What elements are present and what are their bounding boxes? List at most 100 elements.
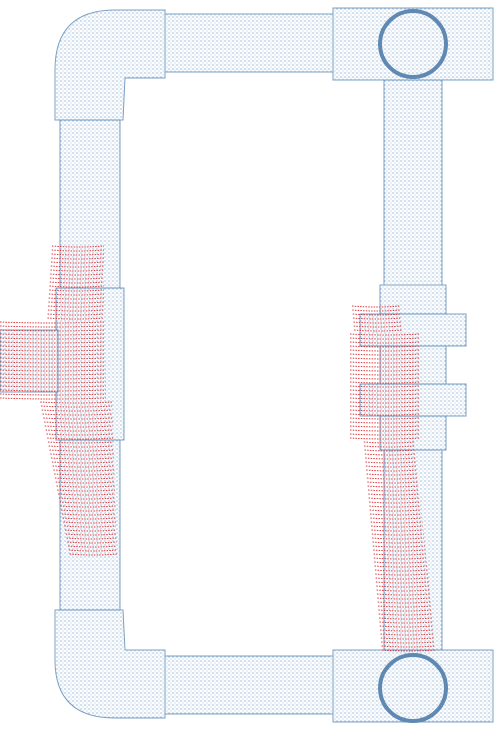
red-scan-right <box>349 305 436 652</box>
stub-pipe-left <box>0 329 59 393</box>
scan-line-left <box>0 325 106 328</box>
scan-line-left <box>59 501 116 504</box>
scan-line-left <box>51 461 115 464</box>
scan-line-left <box>53 469 115 472</box>
scan-line-right <box>368 501 421 504</box>
scan-line-left <box>65 533 117 536</box>
scan-line-left <box>48 297 105 300</box>
union-right-body <box>379 284 447 451</box>
scan-line-left <box>47 437 114 440</box>
scan-line-left <box>50 273 105 276</box>
scan-line-left <box>55 481 115 484</box>
scan-line-left <box>0 321 106 324</box>
scan-line-right <box>349 381 421 384</box>
scan-line-left <box>0 337 106 340</box>
scan-line-left <box>52 465 115 468</box>
scan-line-right <box>352 309 401 312</box>
scan-line-left <box>40 401 113 404</box>
scan-line-right <box>367 485 419 488</box>
scan-line-right <box>353 325 403 328</box>
scan-line-right <box>349 341 421 344</box>
scan-line-left <box>0 393 106 396</box>
scan-line-left <box>46 433 114 436</box>
scan-line-right <box>349 425 421 428</box>
red-scan-left <box>0 245 117 556</box>
scan-line-right <box>349 377 421 380</box>
scan-line-right <box>349 409 421 412</box>
scan-line-left <box>43 417 113 420</box>
scan-line-left <box>0 361 106 364</box>
scan-line-right <box>366 477 418 480</box>
scan-line-left <box>48 301 105 304</box>
scan-line-right <box>379 625 434 628</box>
scan-line-right <box>349 337 421 340</box>
pipe-left-lower <box>59 439 121 611</box>
scan-line-left <box>0 377 106 380</box>
scan-line-left <box>0 389 106 392</box>
scan-line-left <box>0 349 106 352</box>
scan-line-right <box>349 333 421 336</box>
scan-line-right <box>366 473 418 476</box>
scan-line-right <box>377 597 431 600</box>
scan-line-left <box>0 397 107 400</box>
scan-line-right <box>349 361 421 364</box>
scan-line-right <box>381 645 436 648</box>
scan-line-left <box>47 441 114 444</box>
scan-line-right <box>381 641 436 644</box>
scan-line-left <box>40 405 113 408</box>
scan-line-right <box>367 489 420 492</box>
scan-line-left <box>0 381 106 384</box>
scan-line-right <box>364 453 416 456</box>
tee-opening-bottom <box>378 653 448 723</box>
scan-line-right <box>380 637 435 640</box>
scan-line-right <box>365 461 417 464</box>
scan-line-left <box>48 293 105 296</box>
tee-top-right <box>332 7 494 81</box>
scan-line-left <box>68 549 117 552</box>
scan-line-right <box>349 433 421 436</box>
scan-line-right <box>349 389 421 392</box>
pipe-bottom <box>164 655 336 715</box>
scan-line-right <box>369 513 422 516</box>
scan-line-left <box>44 425 113 428</box>
scan-line-right <box>379 621 433 624</box>
scan-line-left <box>50 261 105 264</box>
scan-line-right <box>349 353 421 356</box>
scan-line-right <box>349 345 421 348</box>
scan-line-right <box>349 405 421 408</box>
scan-line-left <box>44 421 113 424</box>
scan-line-left <box>0 357 106 360</box>
scan-line-right <box>364 445 415 448</box>
scan-line-right <box>380 629 434 632</box>
scan-line-right <box>378 609 432 612</box>
scan-line-left <box>0 353 106 356</box>
scan-line-right <box>349 397 421 400</box>
scan-line-right <box>349 417 421 420</box>
scan-line-right <box>349 421 421 424</box>
scan-line-left <box>45 429 113 432</box>
scan-line-right <box>352 313 401 316</box>
scan-line-left <box>48 305 105 308</box>
scan-line-left <box>0 333 106 336</box>
scan-line-left <box>66 537 117 540</box>
scan-line-right <box>349 429 421 432</box>
scan-line-right <box>363 441 415 444</box>
scan-line-left <box>49 277 105 280</box>
scan-line-left <box>57 493 116 496</box>
scan-line-right <box>377 601 431 604</box>
scan-line-left <box>47 317 105 320</box>
scan-line-left <box>48 445 114 448</box>
scan-line-right <box>366 469 418 472</box>
tee-openings <box>378 9 448 723</box>
scan-line-left <box>42 413 113 416</box>
scan-line-right <box>349 373 421 376</box>
scan-line-left <box>64 529 117 532</box>
tee-bottom-right <box>332 649 494 723</box>
scan-line-left <box>58 497 116 500</box>
scan-line-left <box>0 329 106 332</box>
scan-line-right <box>352 317 402 320</box>
scan-line-right <box>353 321 402 324</box>
scan-line-right <box>377 605 432 608</box>
scan-line-right <box>349 357 421 360</box>
